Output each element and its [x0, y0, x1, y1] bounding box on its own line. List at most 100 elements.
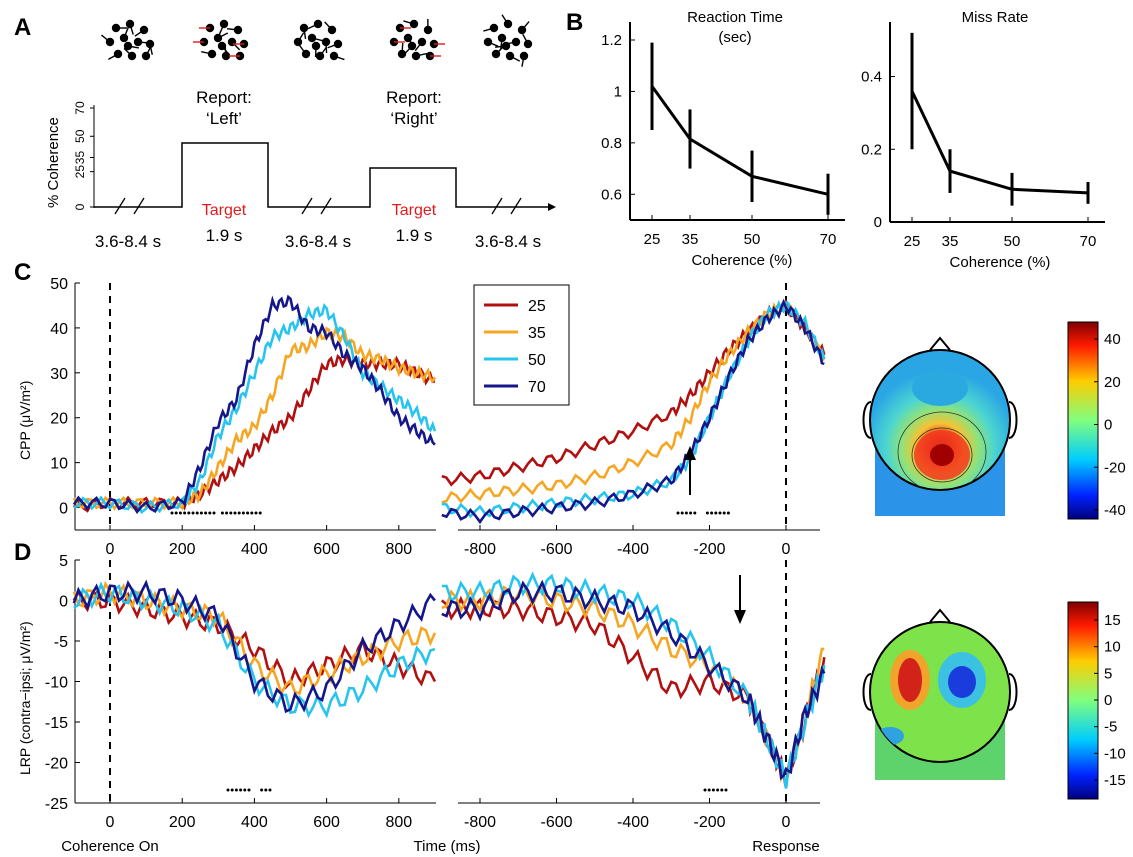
motion-arrow	[311, 37, 323, 42]
sig-dot	[264, 788, 268, 792]
duration-5: 3.6-8.4 s	[475, 232, 541, 251]
sig-dot	[199, 511, 203, 515]
sig-dot	[208, 511, 212, 515]
sig-dot	[268, 788, 272, 792]
panel-label-a: A	[14, 14, 31, 41]
motion-arrow	[324, 21, 333, 31]
xtick-label-resp: -200	[693, 541, 725, 558]
duration-2: 1.9 s	[206, 226, 243, 245]
series-line-resp-35	[441, 580, 825, 783]
ytick-label: -25	[45, 796, 68, 813]
motion-arrow	[134, 29, 145, 37]
xtick-label-resp: 0	[782, 814, 791, 831]
miss-title: Miss Rate	[962, 9, 1029, 26]
colorbar-tick-label: 40	[1104, 331, 1121, 348]
xtick-label-resp: -600	[540, 541, 572, 558]
motion-arrow	[509, 55, 521, 62]
sig-dot	[174, 511, 178, 515]
legend-label: 50	[528, 352, 546, 369]
motion-arrow	[327, 43, 339, 49]
motion-arrow	[298, 44, 307, 55]
sig-dot	[183, 511, 187, 515]
sig-dot	[243, 788, 247, 792]
b-xtick-label: 35	[942, 233, 959, 250]
motion-arrow	[403, 45, 413, 55]
xtick-label-stim: 0	[106, 814, 115, 831]
panel-b-behavior: Reaction Time (sec) 25 35 50 70 0.6 0.8 1 1.2 C…	[601, 9, 1105, 271]
stimulus-dot	[299, 23, 309, 33]
ytick-label: 10	[50, 456, 68, 473]
sig-dot	[710, 511, 714, 515]
sig-dot	[239, 788, 243, 792]
stimulus-dot	[489, 23, 499, 33]
motion-arrow	[201, 51, 213, 55]
colorbar-tick-label: 5	[1104, 665, 1112, 682]
b-xtick-label: 35	[682, 231, 699, 248]
b-xtick-label: 70	[820, 231, 837, 248]
xtick-label-resp: -800	[464, 541, 496, 558]
motion-arrow	[307, 23, 319, 30]
sig-dot	[191, 511, 195, 515]
series-line-stim-70	[72, 579, 436, 714]
rt-subtitle: (sec)	[718, 29, 751, 46]
significance-dots-lrp-stim	[226, 788, 272, 792]
b-line	[910, 90, 1089, 195]
colorbar-tick-label: 10	[1104, 639, 1121, 656]
report-left-line1: Report:	[196, 88, 252, 107]
miss-rate-chart: Miss Rate 25 35 50 70 0 0.2 0.4 Coherence (%)	[861, 9, 1105, 271]
sig-dot	[705, 511, 709, 515]
motion-arrow	[401, 42, 404, 55]
sig-dot	[241, 511, 245, 515]
significance-dots-resp	[676, 511, 730, 515]
series-line-stim-35	[72, 580, 437, 697]
motion-arrow	[494, 45, 507, 48]
sig-dot	[229, 511, 233, 515]
up-arrow	[684, 446, 696, 495]
coherence-tick-label: 25	[73, 165, 87, 179]
series-line-resp-25	[440, 595, 826, 789]
b-xtick-label: 70	[1080, 233, 1097, 250]
cpp-ylabel: CPP (μV/m²)	[17, 381, 33, 460]
colorbar-tick-label: -15	[1104, 772, 1126, 789]
series-line-stim-50	[73, 303, 437, 515]
motion-arrow	[217, 32, 229, 39]
b-ytick-label: 0.2	[861, 141, 882, 158]
sig-dot	[676, 511, 680, 515]
coherence-tick-label: 0	[73, 203, 87, 210]
sig-dot	[680, 511, 684, 515]
down-arrow	[734, 575, 746, 624]
report-right-line2: ‘Right’	[390, 109, 437, 128]
motion-arrow	[501, 14, 509, 25]
coherence-tick-label: 70	[73, 101, 87, 115]
sig-dot	[720, 788, 724, 792]
ytick-label: -15	[45, 715, 68, 732]
motion-arrow	[521, 55, 525, 67]
duration-3: 3.6-8.4 s	[285, 232, 351, 251]
colorbar-lrp: 15 10 5 0 -5 -10 -15	[1067, 601, 1126, 800]
motion-arrow	[303, 27, 307, 39]
motion-arrow	[487, 41, 499, 47]
b-ytick-label: 0	[874, 214, 882, 231]
xtick-label-stim: 0	[106, 541, 115, 558]
legend-label: 25	[528, 298, 546, 315]
motion-arrow	[414, 41, 423, 52]
motion-arrow	[226, 27, 239, 31]
response-label: Response	[752, 838, 820, 855]
motion-arrow	[108, 53, 119, 60]
sig-dot	[230, 788, 234, 792]
motion-arrow	[129, 23, 134, 35]
b-ytick-label: 0.6	[601, 186, 622, 203]
sig-dot	[204, 511, 208, 515]
sig-dot	[250, 511, 254, 515]
colorbar-cpp: 40 20 0 -20 -40	[1067, 321, 1126, 520]
sig-dot	[722, 511, 726, 515]
b-ytick-label: 1	[614, 83, 622, 100]
b-ytick-label: 1.2	[601, 32, 622, 49]
sig-dot	[254, 511, 258, 515]
colorbar-tick-label: 20	[1104, 374, 1121, 391]
axis-break-marks	[114, 197, 522, 215]
sig-dot	[703, 788, 707, 792]
legend: 25 35 50 70	[473, 284, 570, 406]
